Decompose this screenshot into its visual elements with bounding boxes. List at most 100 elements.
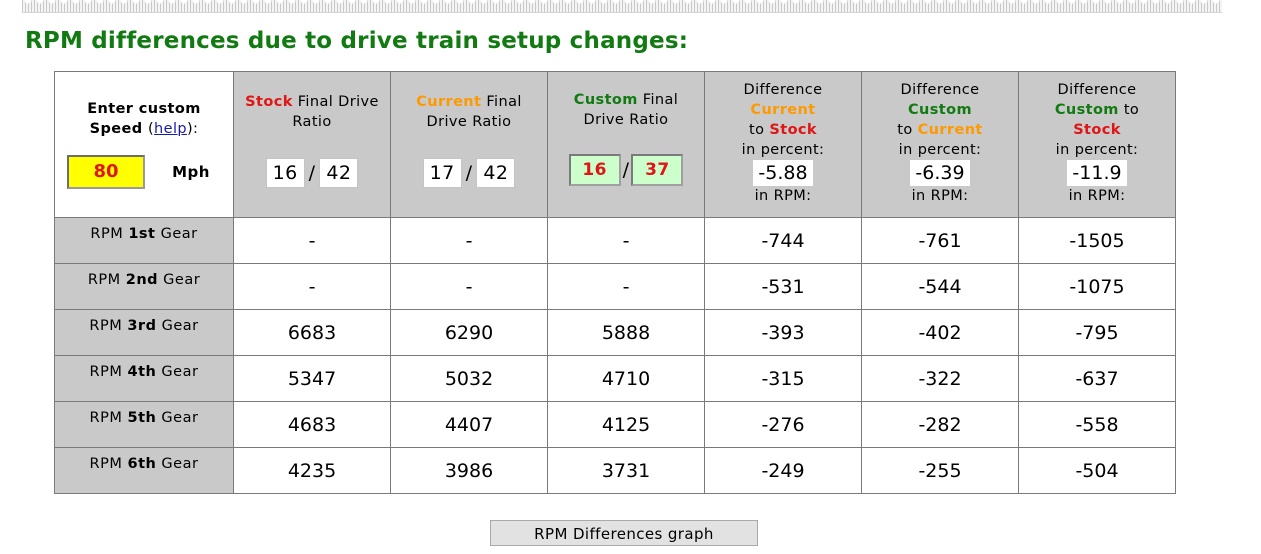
custom-rpm-cell: - bbox=[547, 263, 705, 310]
stock-ratio-title-line2: Ratio bbox=[292, 113, 332, 130]
diff-custom-current-hl2: Current bbox=[917, 121, 983, 138]
custom-front-sprocket-input[interactable]: 16 bbox=[568, 153, 621, 186]
stock-rpm-cell: - bbox=[233, 217, 391, 264]
diff-current-stock-title: Difference Current to Stock in percent: … bbox=[705, 80, 861, 206]
rpm-table: Enter custom Speed (help): 80 Mph Stock … bbox=[54, 71, 1176, 494]
help-close-paren: ): bbox=[187, 120, 199, 137]
gear-label-post: Gear bbox=[156, 364, 199, 380]
diff-custom-current-hl1: Custom bbox=[908, 101, 972, 118]
diff-custom-stock-mid: to bbox=[1118, 101, 1140, 118]
gear-label-post: Gear bbox=[156, 456, 199, 472]
diff-custom-current-title: Difference Custom to Current in percent:… bbox=[862, 80, 1018, 206]
speed-label-line1: Enter custom bbox=[87, 100, 201, 117]
diff-current-stock-cell: -531 bbox=[704, 263, 862, 310]
gear-row-label: RPM 3rd Gear bbox=[54, 309, 234, 356]
current-front-sprocket: 17 bbox=[422, 157, 462, 188]
custom-ratio-title-line2: Drive Ratio bbox=[583, 111, 669, 128]
help-open-paren: ( bbox=[147, 120, 155, 137]
custom-ratio-title: Custom Final Drive Ratio bbox=[548, 90, 704, 130]
current-ratio-title-rest: Final bbox=[481, 93, 522, 110]
stock-ratio-header: Stock Final Drive Ratio 16/42 bbox=[233, 71, 391, 218]
diff-current-stock-hl1: Current bbox=[750, 101, 816, 118]
gear-row-label: RPM 4th Gear bbox=[54, 355, 234, 402]
diff-custom-current-cell: -761 bbox=[861, 217, 1019, 264]
current-ratio-slash: / bbox=[465, 161, 473, 184]
diff-custom-current-rpm-label: in RPM: bbox=[911, 187, 969, 204]
custom-ratio-values: 16/37 bbox=[548, 153, 704, 186]
stock-ratio-values: 16/42 bbox=[234, 157, 390, 188]
gear-number: 6th bbox=[127, 456, 157, 472]
table-row: RPM 4th Gear 5347 5032 4710 -315 -322 -6… bbox=[54, 355, 1176, 402]
custom-rpm-cell: 3731 bbox=[547, 447, 705, 494]
speed-label: Enter custom Speed (help): bbox=[55, 99, 233, 139]
diff-custom-stock-title: Difference Custom to Stock in percent: -… bbox=[1019, 80, 1175, 206]
diff-current-stock-line1: Difference bbox=[743, 81, 823, 98]
diff-custom-current-pct-label: in percent: bbox=[898, 141, 982, 158]
decorative-top-border bbox=[22, 0, 1222, 13]
current-ratio-highlight: Current bbox=[416, 93, 482, 110]
current-ratio-values: 17/42 bbox=[391, 157, 547, 188]
diff-custom-current-line1: Difference bbox=[900, 81, 980, 98]
diff-custom-stock-hl1: Custom bbox=[1054, 101, 1119, 118]
diff-custom-stock-cell: -1075 bbox=[1018, 263, 1176, 310]
diff-current-stock-cell: -393 bbox=[704, 309, 862, 356]
diff-custom-current-cell: -282 bbox=[861, 401, 1019, 448]
gear-label-post: Gear bbox=[156, 318, 199, 334]
stock-rear-sprocket: 42 bbox=[319, 157, 359, 188]
speed-label-line2: Speed bbox=[89, 120, 143, 137]
gear-number: 5th bbox=[127, 410, 157, 426]
help-wrapper: (help): bbox=[148, 121, 198, 137]
diff-current-stock-cell: -249 bbox=[704, 447, 862, 494]
rpm-differences-graph-button[interactable]: RPM Differences graph bbox=[490, 520, 758, 546]
gear-label-pre: RPM bbox=[89, 318, 128, 334]
table-row: RPM 5th Gear 4683 4407 4125 -276 -282 -5… bbox=[54, 401, 1176, 448]
stock-rpm-cell: 4683 bbox=[233, 401, 391, 448]
diff-custom-current-mid: to bbox=[897, 121, 918, 138]
speed-header-cell: Enter custom Speed (help): 80 Mph bbox=[54, 71, 234, 218]
diff-current-stock-hl2: Stock bbox=[769, 121, 817, 138]
custom-rpm-cell: - bbox=[547, 217, 705, 264]
table-row: RPM 6th Gear 4235 3986 3731 -249 -255 -5… bbox=[54, 447, 1176, 494]
table-row: RPM 3rd Gear 6683 6290 5888 -393 -402 -7… bbox=[54, 309, 1176, 356]
current-rpm-cell: 4407 bbox=[390, 401, 548, 448]
diff-current-stock-cell: -315 bbox=[704, 355, 862, 402]
diff-current-stock-percent: -5.88 bbox=[753, 159, 813, 186]
gear-row-label: RPM 5th Gear bbox=[54, 401, 234, 448]
diff-custom-current-cell: -255 bbox=[861, 447, 1019, 494]
current-rpm-cell: 3986 bbox=[390, 447, 548, 494]
diff-custom-stock-cell: -504 bbox=[1018, 447, 1176, 494]
stock-rpm-cell: 4235 bbox=[233, 447, 391, 494]
gear-number: 1st bbox=[128, 226, 156, 242]
custom-rear-sprocket-input[interactable]: 37 bbox=[631, 153, 684, 186]
speed-input-row: 80 Mph bbox=[55, 154, 233, 189]
gear-label-post: Gear bbox=[155, 226, 198, 242]
stock-ratio-highlight: Stock bbox=[245, 93, 293, 110]
diff-current-stock-cell: -744 bbox=[704, 217, 862, 264]
speed-unit: Mph bbox=[172, 162, 210, 181]
current-rear-sprocket: 42 bbox=[476, 157, 516, 188]
gear-label-pre: RPM bbox=[87, 272, 126, 288]
stock-ratio-slash: / bbox=[308, 161, 316, 184]
speed-input[interactable]: 80 bbox=[67, 154, 145, 189]
current-rpm-cell: - bbox=[390, 217, 548, 264]
diff-custom-stock-rpm-label: in RPM: bbox=[1068, 187, 1126, 204]
diff-custom-stock-hl2: Stock bbox=[1073, 121, 1121, 138]
custom-rpm-cell: 5888 bbox=[547, 309, 705, 356]
current-rpm-cell: - bbox=[390, 263, 548, 310]
stock-rpm-cell: - bbox=[233, 263, 391, 310]
gear-label-post: Gear bbox=[156, 410, 199, 426]
diff-current-stock-cell: -276 bbox=[704, 401, 862, 448]
gear-label-pre: RPM bbox=[89, 410, 128, 426]
help-link[interactable]: help bbox=[154, 120, 187, 137]
diff-custom-current-percent: -6.39 bbox=[910, 159, 970, 186]
stock-rpm-cell: 5347 bbox=[233, 355, 391, 402]
diff-current-stock-rpm-label: in RPM: bbox=[754, 187, 812, 204]
diff-custom-stock-cell: -795 bbox=[1018, 309, 1176, 356]
diff-custom-stock-cell: -1505 bbox=[1018, 217, 1176, 264]
diff-custom-stock-pct-label: in percent: bbox=[1055, 141, 1139, 158]
stock-ratio-title-rest: Final Drive bbox=[292, 93, 379, 110]
stock-rpm-cell: 6683 bbox=[233, 309, 391, 356]
custom-rpm-cell: 4125 bbox=[547, 401, 705, 448]
gear-label-pre: RPM bbox=[90, 226, 129, 242]
diff-custom-stock-cell: -637 bbox=[1018, 355, 1176, 402]
